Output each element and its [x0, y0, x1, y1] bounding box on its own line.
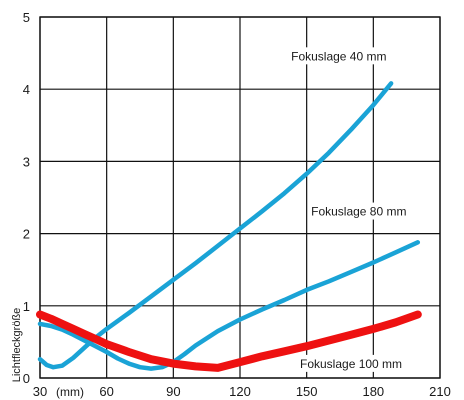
y-tick-label: 5	[23, 10, 30, 25]
x-tick-label: 180	[362, 384, 384, 399]
y-tick-label: 1	[23, 299, 30, 314]
y-tick-label: 2	[23, 227, 30, 242]
x-tick-label: 120	[229, 384, 251, 399]
x-tick-label: 30	[33, 384, 47, 399]
series-line-1	[37, 81, 394, 370]
y-axis-label: Lichtfleckgröße	[11, 308, 23, 383]
y-tick-label: 0	[23, 371, 30, 386]
axes: 30 60 90 120 150 180 210 0 1 2 3 4 5	[23, 10, 451, 399]
annotation-backdrop	[308, 202, 414, 220]
y-tick-label: 4	[23, 82, 30, 97]
plot-frame	[39, 16, 441, 379]
x-tick-label: 210	[429, 384, 451, 399]
annotation-backdrop	[288, 47, 394, 65]
series-annotation-label: Fokuslage 100 mm	[300, 357, 402, 371]
series-annotation-label: Fokuslage 40 mm	[291, 49, 386, 63]
x-tick-label: 60	[99, 384, 113, 399]
x-tick-label: 150	[296, 384, 318, 399]
y-tick-label: 3	[23, 154, 30, 169]
annotation-backdrop	[297, 354, 409, 372]
series-annotation-label: Fokuslage 80 mm	[311, 205, 406, 219]
annotations: Fokuslage 40 mm Fokuslage 80 mm Fokuslage …	[288, 47, 414, 372]
series-lines	[36, 81, 422, 372]
x-axis-unit-label: (mm)	[56, 385, 84, 399]
series-line-3	[36, 310, 422, 372]
x-tick-label: 90	[166, 384, 180, 399]
